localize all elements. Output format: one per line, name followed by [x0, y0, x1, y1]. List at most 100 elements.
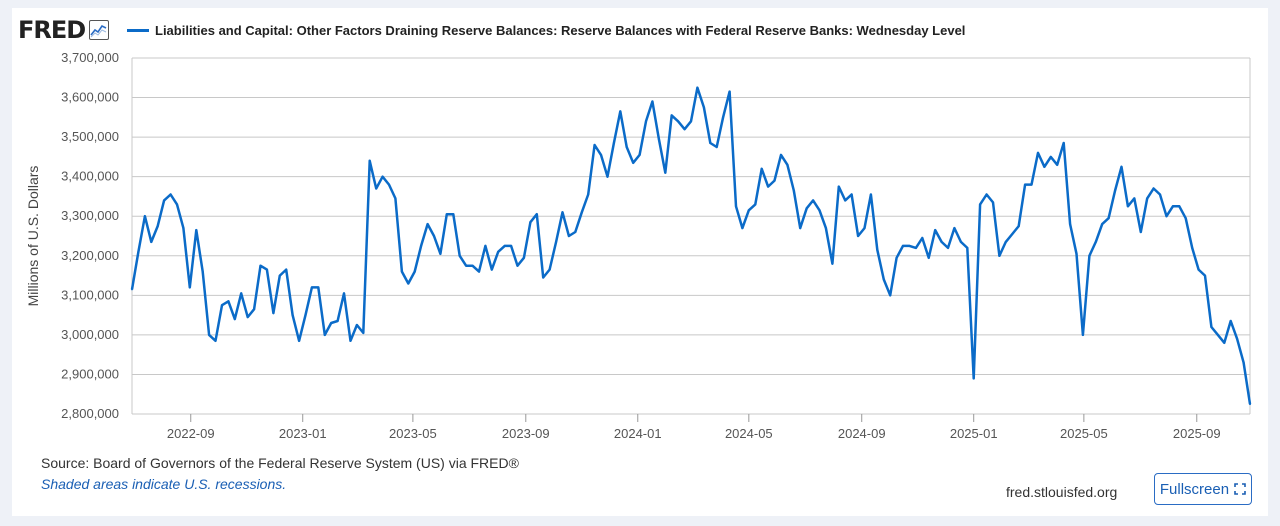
data-point — [574, 231, 577, 233]
data-point — [1030, 183, 1033, 186]
data-point — [1223, 341, 1226, 344]
data-point — [246, 316, 249, 319]
y-axis-label: Millions of U.S. Dollars — [25, 166, 41, 307]
data-point — [490, 268, 493, 271]
data-point — [298, 339, 301, 342]
data-point — [1024, 183, 1027, 186]
data-point — [188, 286, 191, 289]
x-tick-label: 2024-09 — [838, 426, 886, 441]
data-point — [754, 203, 757, 206]
source-text: Source: Board of Governors of the Federa… — [41, 455, 519, 471]
data-point — [914, 246, 917, 249]
data-point — [156, 225, 159, 228]
data-point — [445, 213, 448, 216]
fred-logo[interactable]: FRED — [18, 16, 110, 44]
data-point — [882, 278, 885, 281]
data-point — [310, 286, 313, 289]
legend-swatch — [127, 28, 149, 32]
chart-legend: Liabilities and Capital: Other Factors D… — [127, 20, 965, 40]
y-tick-label: 3,500,000 — [61, 129, 119, 144]
x-tick-label: 2023-05 — [389, 426, 437, 441]
data-point — [638, 153, 641, 156]
data-point — [433, 235, 435, 237]
data-point — [812, 199, 815, 202]
data-point — [921, 237, 924, 239]
data-point — [259, 264, 262, 267]
fullscreen-label: Fullscreen — [1159, 480, 1230, 498]
x-tick-label: 2023-01 — [279, 426, 327, 441]
data-point — [555, 240, 558, 243]
data-point — [137, 250, 140, 253]
data-point — [516, 264, 519, 267]
data-point — [760, 167, 763, 170]
fullscreen-button[interactable]: Fullscreen — [1154, 473, 1252, 505]
grid-lines — [131, 57, 1251, 415]
data-point — [349, 339, 352, 342]
data-point — [131, 288, 133, 291]
data-point — [522, 256, 525, 259]
data-point — [908, 244, 911, 247]
data-point — [645, 120, 647, 123]
data-point — [1088, 254, 1091, 257]
data-point — [805, 207, 808, 210]
data-point — [1139, 231, 1142, 233]
logo-text: FRED — [18, 16, 86, 44]
data-point — [780, 153, 782, 156]
data-point — [1236, 337, 1239, 340]
data-point — [510, 244, 513, 247]
data-point — [291, 314, 294, 317]
data-point — [176, 203, 178, 206]
data-point — [1133, 197, 1136, 200]
x-tick-label: 2024-05 — [725, 426, 773, 441]
data-point — [1049, 155, 1052, 158]
y-tick-label: 3,100,000 — [61, 287, 119, 302]
data-point — [632, 161, 635, 164]
series-points — [131, 86, 1251, 406]
data-point — [265, 268, 268, 271]
data-point — [1242, 361, 1245, 364]
data-point — [992, 201, 994, 204]
data-point — [317, 286, 320, 289]
data-point — [857, 235, 860, 237]
data-point — [240, 292, 243, 295]
data-point — [959, 240, 962, 243]
data-point — [606, 175, 609, 178]
data-point — [1210, 326, 1213, 328]
data-point — [221, 304, 223, 307]
data-point — [696, 86, 699, 89]
data-point — [1017, 225, 1020, 228]
data-point — [439, 252, 442, 255]
y-tick-label: 2,800,000 — [61, 406, 119, 421]
data-point — [1126, 205, 1129, 208]
data-point — [709, 142, 712, 144]
legend-label: Liabilities and Capital: Other Factors D… — [155, 22, 966, 38]
data-point — [1081, 333, 1084, 336]
data-point — [702, 106, 705, 109]
series-line — [130, 86, 1252, 405]
data-point — [979, 203, 982, 206]
data-point — [940, 240, 943, 243]
data-point — [381, 175, 384, 178]
chart-line-icon — [89, 20, 110, 40]
site-link[interactable]: fred.stlouisfed.org — [1006, 484, 1118, 500]
data-point — [786, 163, 789, 166]
data-point — [1069, 223, 1072, 226]
y-tick-label: 3,200,000 — [61, 248, 119, 263]
data-point — [323, 333, 326, 336]
data-point — [889, 294, 892, 297]
x-tick-label: 2023-09 — [502, 426, 550, 441]
data-point — [394, 197, 397, 200]
data-point — [400, 270, 403, 273]
data-point — [1011, 233, 1014, 235]
data-point — [690, 120, 692, 123]
data-point — [478, 270, 480, 273]
data-point — [214, 339, 217, 342]
data-point — [735, 205, 737, 208]
data-point — [1191, 246, 1194, 249]
data-point — [1184, 217, 1187, 220]
chart-frame — [12, 8, 1268, 516]
data-point — [542, 276, 545, 279]
data-point — [824, 227, 827, 230]
data-point — [985, 193, 988, 196]
data-point — [336, 320, 339, 322]
